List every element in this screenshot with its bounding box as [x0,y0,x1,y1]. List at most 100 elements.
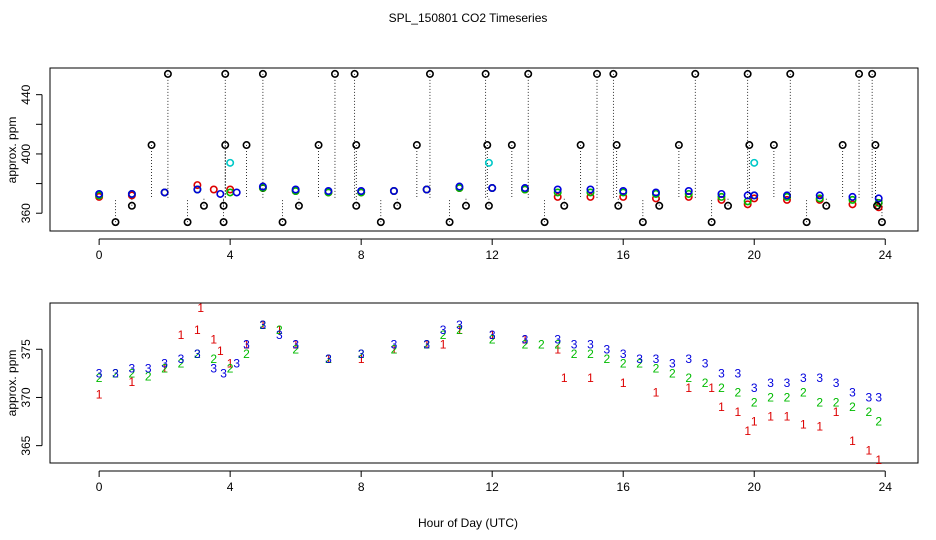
top-series-1-point [743,200,752,209]
top-x-tick-label: 20 [748,248,762,262]
bottom-series-1-point: 1 [217,344,224,358]
top-series-4-point [127,201,136,210]
bottom-series-3-point: 3 [603,342,610,356]
top-series-1-point [782,195,791,204]
bottom-series-3-point: 3 [161,357,168,371]
bottom-y-tick-label: 370 [19,387,33,407]
top-series-4-point [393,201,402,210]
bottom-series-2-point: 2 [571,347,578,361]
bottom-series-3-point: 3 [866,390,873,404]
bottom-series-1-point: 1 [243,337,250,351]
top-series-4-point [481,69,490,78]
bottom-series-1-point: 1 [751,415,758,429]
top-series-4-point [484,201,493,210]
top-series-3-point [848,192,857,201]
top-series-3-point [586,185,595,194]
top-series-3-point [619,186,628,195]
top-series-4-point [838,141,847,150]
bottom-series-2-point: 2 [735,386,742,400]
top-series-5-point [484,158,493,167]
top-series-4-point [540,218,549,227]
bottom-series-1-point: 1 [260,318,267,332]
bottom-x-tick-label: 12 [486,480,500,494]
bottom-series-2-point: 2 [751,395,758,409]
top-series-4-point [352,141,361,150]
bottom-series-1-point: 1 [875,453,882,467]
x-axis-title: Hour of Day (UTC) [418,516,518,530]
bottom-series-3-point: 3 [800,371,807,385]
bottom-series-3-point: 3 [653,352,660,366]
top-series-4-point [873,201,882,210]
top-series-4-point [507,141,516,150]
bottom-series-3-point: 3 [292,337,299,351]
bottom-series-3-point: 3 [767,376,774,390]
bottom-series-2-point: 2 [866,405,873,419]
bottom-series-1-point: 1 [161,362,168,376]
bottom-series-2-point: 2 [702,376,709,390]
bottom-series-1-point: 1 [197,301,204,315]
top-series-3-point [874,194,883,203]
top-series-3-point [258,182,267,191]
top-series-4-point [221,69,230,78]
bottom-series-2-point: 2 [849,400,856,414]
bottom-y-axis-label: approx. ppm [5,350,19,417]
top-series-4-point [111,218,120,227]
bottom-series-2-point: 2 [243,347,250,361]
bottom-y-tick-label: 365 [19,435,33,455]
bottom-series-3-point: 3 [456,318,463,332]
top-series-4-point [655,201,664,210]
bottom-series-1-point: 1 [522,333,529,347]
bottom-series-2-point: 2 [875,415,882,429]
top-series-4-point [376,218,385,227]
top-series-3-point [422,185,431,194]
bottom-series-1-point: 1 [653,386,660,400]
bottom-series-1-point: 1 [292,337,299,351]
top-series-4-point [593,69,602,78]
bottom-series-3-point: 3 [194,347,201,361]
top-series-2-point [717,192,726,201]
bottom-series-1-point: 1 [816,419,823,433]
bottom-series-2-point: 2 [210,352,217,366]
bottom-series-1-point: 1 [866,443,873,457]
top-series-4-point [877,218,886,227]
bottom-series-2-point: 2 [276,323,283,337]
bottom-x-tick-label: 20 [748,480,762,494]
bottom-plot-frame [49,302,919,464]
bottom-series-3-point: 3 [325,352,332,366]
bottom-series-2-point: 2 [636,357,643,371]
bottom-series-3-point: 3 [220,366,227,380]
top-x-tick-label: 16 [617,248,631,262]
bottom-series-2-point: 2 [816,395,823,409]
bottom-series-2-point: 2 [653,362,660,376]
bottom-series-3-point: 3 [816,371,823,385]
bottom-series-2-point: 2 [767,390,774,404]
bottom-series-3-point: 3 [178,352,185,366]
top-series-4-point [576,141,585,150]
bottom-series-2-point: 2 [178,357,185,371]
bottom-series-2-point: 2 [603,352,610,366]
top-series-4-point [163,69,172,78]
top-series-4-point [221,141,230,150]
top-series-3-point [717,189,726,198]
top-series-4-point [609,69,618,78]
top-series-2-point [848,195,857,204]
bottom-series-3-point: 3 [210,362,217,376]
bottom-series-3-point: 3 [522,333,529,347]
top-series-4-point [745,141,754,150]
bottom-series-1-point: 1 [587,371,594,385]
bottom-y-tick-label: 375 [19,339,33,359]
top-series-4-point [638,218,647,227]
bottom-series-2-point: 2 [358,347,365,361]
top-panel: approx. ppm 0 4 8 12 16 20 24 360 400 440 [5,67,919,262]
chart-title: SPL_150801 CO2 Timeseries [389,11,548,25]
top-series-3-point [324,186,333,195]
bottom-series-1-point: 1 [391,342,398,356]
bottom-series-3-point: 3 [243,337,250,351]
bottom-series-1-point: 1 [129,375,136,389]
bottom-series-2-point: 2 [194,347,201,361]
top-series-3-point [127,189,136,198]
bottom-series-2-point: 2 [440,328,447,342]
bottom-series-3-point: 3 [233,357,240,371]
bottom-series-2-point: 2 [292,342,299,356]
bottom-series-3-point: 3 [358,347,365,361]
